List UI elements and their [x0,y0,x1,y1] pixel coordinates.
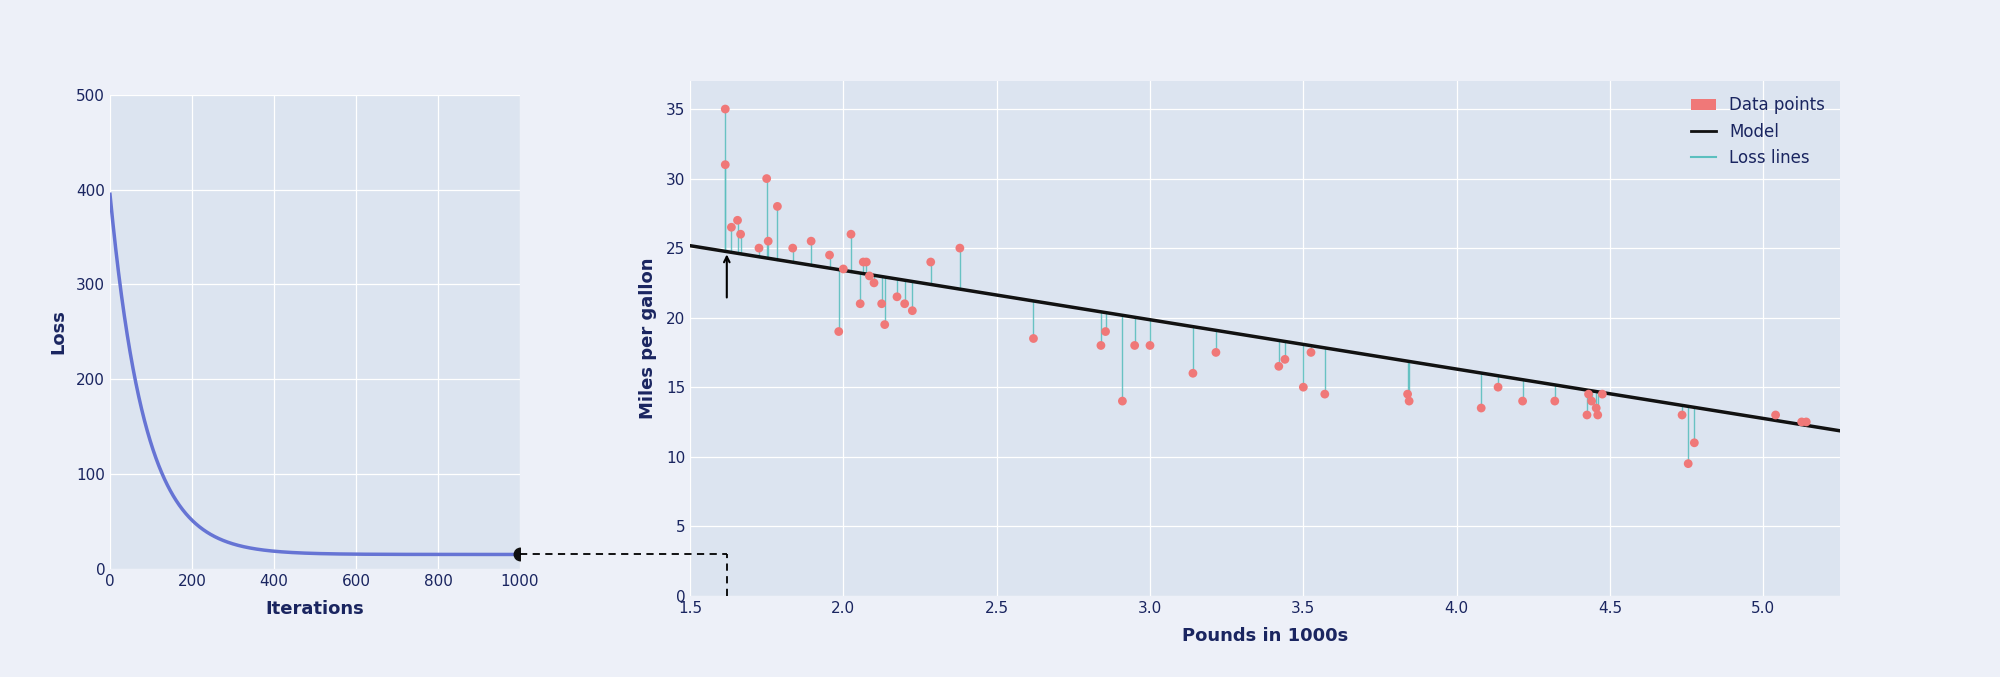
Point [1666,410,1698,420]
X-axis label: Iterations: Iterations [266,600,364,617]
Point [722,215,754,225]
Point [1760,410,1792,420]
Point [1308,389,1340,399]
Point [1466,403,1498,414]
Point [1570,410,1602,420]
Point [750,173,782,184]
Point [1018,333,1050,344]
Point [1106,395,1138,406]
Point [1580,403,1612,414]
Point [844,299,876,309]
Point [1288,382,1320,393]
Point [752,236,784,246]
Point [850,257,882,267]
Point [1262,361,1294,372]
Legend: Data points, Model, Loss lines: Data points, Model, Loss lines [1684,89,1832,173]
Point [1392,389,1424,399]
Point [828,263,860,274]
Point [858,278,890,288]
Point [944,242,976,253]
Y-axis label: Loss: Loss [50,309,68,354]
Point [848,257,880,267]
Point [744,242,776,253]
Point [880,291,912,302]
Y-axis label: Miles per gallon: Miles per gallon [640,258,658,419]
Point [814,250,846,261]
Point [836,229,868,240]
Point [762,201,794,212]
Point [1538,395,1570,406]
Point [1576,395,1608,406]
Point [854,271,886,282]
Point [710,104,742,114]
Point [1084,340,1116,351]
Point [822,326,854,337]
Point [1090,326,1122,337]
Point [1134,340,1166,351]
Point [724,229,756,240]
Point [1572,389,1604,399]
Point [1582,410,1614,420]
Point [710,159,742,170]
Point [776,242,808,253]
Point [1786,416,1818,427]
Point [914,257,946,267]
Point [1678,437,1710,448]
Point [1482,382,1514,393]
Point [1672,458,1704,469]
Point [716,222,748,233]
X-axis label: Pounds in 1000s: Pounds in 1000s [1182,627,1348,645]
Point [1506,395,1538,406]
Point [1268,354,1300,365]
Point [1294,347,1326,358]
Point [1176,368,1208,378]
Point [896,305,928,316]
Point [888,299,920,309]
Point [796,236,828,246]
Point [1118,340,1150,351]
Point [868,319,900,330]
Point [1586,389,1618,399]
Point [1790,416,1822,427]
Point [1200,347,1232,358]
Point [1394,395,1426,406]
Point [866,299,898,309]
